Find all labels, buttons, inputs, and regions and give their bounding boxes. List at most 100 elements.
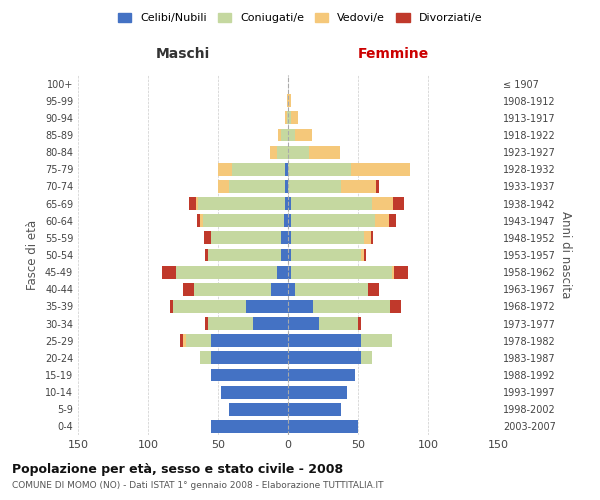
Bar [390, 300, 401, 313]
Bar [281, 232, 288, 244]
Bar [200, 352, 211, 364]
Bar [341, 180, 376, 193]
Text: COMUNE DI MOMO (NO) - Dati ISTAT 1° gennaio 2008 - Elaborazione TUTTITALIA.IT: COMUNE DI MOMO (NO) - Dati ISTAT 1° genn… [12, 481, 383, 490]
Bar [393, 197, 404, 210]
Bar [288, 232, 291, 244]
Bar [211, 352, 288, 364]
Bar [208, 248, 281, 262]
Bar [364, 232, 371, 244]
Bar [288, 197, 291, 210]
Bar [285, 163, 288, 175]
Bar [288, 128, 295, 141]
Bar [284, 214, 288, 227]
Bar [288, 94, 291, 107]
Bar [358, 317, 361, 330]
Bar [199, 197, 285, 210]
Bar [291, 232, 364, 244]
Bar [364, 248, 367, 262]
Bar [218, 163, 232, 175]
Bar [288, 386, 347, 398]
Bar [211, 334, 288, 347]
Bar [271, 283, 288, 296]
Bar [371, 232, 373, 244]
Bar [229, 403, 288, 415]
Bar [288, 352, 361, 364]
Bar [372, 197, 393, 210]
Bar [361, 248, 364, 262]
Bar [188, 197, 196, 210]
Bar [288, 266, 291, 278]
Bar [313, 300, 390, 313]
Bar [295, 283, 368, 296]
Bar [288, 300, 313, 313]
Bar [376, 180, 379, 193]
Bar [183, 283, 194, 296]
Bar [278, 128, 281, 141]
Bar [285, 112, 287, 124]
Bar [351, 163, 410, 175]
Bar [287, 112, 288, 124]
Bar [277, 146, 288, 158]
Bar [288, 368, 355, 382]
Bar [285, 197, 288, 210]
Bar [173, 300, 246, 313]
Bar [394, 266, 409, 278]
Bar [211, 232, 281, 244]
Legend: Celibi/Nubili, Coniugati/e, Vedovi/e, Divorziati/e: Celibi/Nubili, Coniugati/e, Vedovi/e, Di… [113, 8, 487, 28]
Bar [203, 214, 284, 227]
Bar [309, 146, 340, 158]
Bar [288, 283, 295, 296]
Y-axis label: Fasce di età: Fasce di età [26, 220, 39, 290]
Bar [288, 420, 358, 433]
Bar [291, 266, 392, 278]
Bar [291, 197, 372, 210]
Bar [200, 214, 203, 227]
Bar [288, 146, 309, 158]
Bar [183, 334, 186, 347]
Bar [288, 403, 341, 415]
Bar [218, 180, 229, 193]
Bar [196, 197, 199, 210]
Bar [291, 248, 361, 262]
Text: Maschi: Maschi [156, 48, 210, 62]
Bar [186, 334, 211, 347]
Text: Popolazione per età, sesso e stato civile - 2008: Popolazione per età, sesso e stato civil… [12, 462, 343, 475]
Bar [197, 214, 200, 227]
Bar [281, 248, 288, 262]
Bar [285, 180, 288, 193]
Bar [288, 163, 351, 175]
Bar [375, 214, 389, 227]
Bar [288, 214, 291, 227]
Bar [368, 283, 379, 296]
Bar [281, 128, 288, 141]
Bar [291, 214, 375, 227]
Bar [211, 420, 288, 433]
Text: Femmine: Femmine [358, 48, 428, 62]
Bar [253, 317, 288, 330]
Bar [295, 128, 312, 141]
Bar [270, 146, 277, 158]
Bar [211, 368, 288, 382]
Bar [277, 266, 288, 278]
Bar [288, 334, 361, 347]
Bar [361, 352, 372, 364]
Bar [205, 248, 208, 262]
Bar [229, 180, 285, 193]
Bar [392, 266, 394, 278]
Bar [170, 300, 173, 313]
Bar [204, 232, 211, 244]
Bar [288, 112, 291, 124]
Bar [291, 112, 298, 124]
Bar [208, 317, 253, 330]
Bar [194, 283, 271, 296]
Bar [246, 300, 288, 313]
Bar [288, 180, 341, 193]
Bar [232, 163, 285, 175]
Bar [180, 334, 183, 347]
Bar [221, 386, 288, 398]
Bar [205, 317, 208, 330]
Y-axis label: Anni di nascita: Anni di nascita [559, 212, 572, 298]
Bar [288, 317, 319, 330]
Bar [162, 266, 176, 278]
Bar [389, 214, 396, 227]
